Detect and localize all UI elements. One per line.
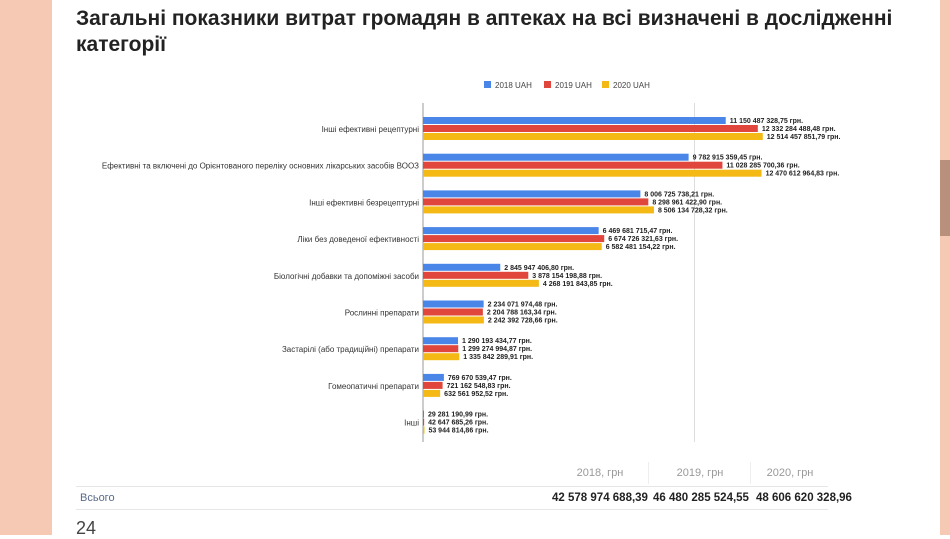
data-label: 2 242 392 728,66 грн. [488, 318, 558, 325]
bar-2 [423, 316, 484, 324]
data-label: 769 670 539,47 грн. [448, 375, 512, 382]
legend-label-2: 2020 UAH [613, 81, 650, 90]
bar-1 [423, 271, 529, 279]
bar-1 [423, 381, 443, 389]
bar-2 [423, 279, 539, 287]
category-label: Ефективні та включені до Орієнтованого п… [102, 162, 419, 171]
bar-0 [423, 153, 689, 161]
legend-swatch-0 [484, 81, 491, 88]
left-decor-strip [0, 0, 52, 535]
bar-0 [423, 263, 501, 271]
bar-2 [423, 206, 654, 214]
bar-0 [423, 117, 726, 124]
data-label: 8 298 961 422,90 грн. [652, 199, 722, 206]
data-label: 11 028 285 700,36 грн. [726, 163, 799, 170]
bar-0 [423, 190, 641, 198]
category-label: Рослинні препарати [345, 309, 419, 318]
data-label: 12 332 284 488,48 грн. [762, 126, 836, 133]
bar-1 [423, 308, 483, 316]
bar-0 [423, 410, 424, 418]
data-label: 1 335 842 289,91 грн. [463, 354, 533, 361]
data-label: 632 561 952,52 грн. [444, 391, 508, 398]
bar-1 [423, 198, 649, 206]
bar-1 [423, 345, 459, 353]
bar-2 [423, 353, 460, 361]
header-2018: 2018, грн [552, 462, 649, 484]
bar-chart: 2018 UAH 2019 UAH 2020 UAH Інші ефективні р… [102, 81, 841, 442]
header-2020: 2020, грн [766, 467, 814, 479]
data-label: 29 281 190,99 грн. [428, 412, 488, 419]
data-label: 1 290 193 434,77 грн. [462, 338, 532, 345]
bar-1 [423, 125, 758, 132]
right-decor-tab [940, 160, 950, 236]
data-label: 3 878 154 198,88 грн. [532, 273, 602, 280]
page-title: Загальні показники витрат громадян в апт… [76, 7, 893, 56]
data-label: 12 514 457 851,79 грн. [767, 134, 841, 141]
bar-1 [423, 418, 425, 426]
category-label: Інші ефективні безрецептурні [309, 198, 419, 207]
category-label: Біологічні добавки та допоміжні засоби [274, 272, 419, 281]
legend-label-1: 2019 UAH [555, 81, 592, 90]
total-2018: 42 578 974 688,39 [552, 492, 648, 504]
bar-2 [423, 169, 762, 177]
total-2020: 48 606 620 328,96 [756, 492, 852, 504]
data-label: 12 470 612 964,83 грн. [766, 171, 840, 178]
totals-row: Всього 42 578 974 688,39 46 480 285 524,… [76, 486, 852, 510]
bar-0 [423, 337, 459, 345]
data-label: 6 674 726 321,63 грн. [608, 236, 678, 243]
data-label: 11 150 487 328,75 грн. [730, 118, 803, 125]
total-2019: 46 480 285 524,55 [653, 492, 749, 504]
category-label: Ліки без доведеної ефективності [297, 235, 419, 244]
data-label: 4 268 191 843,85 грн. [543, 281, 613, 288]
bar-2 [423, 426, 425, 434]
data-label: 53 944 814,86 грн. [428, 428, 488, 435]
bar-2 [423, 133, 763, 140]
data-label: 721 162 548,83 грн. [447, 383, 511, 390]
category-label: Інші [404, 419, 419, 428]
bar-0 [423, 300, 484, 308]
bar-0 [423, 227, 599, 235]
bar-1 [423, 161, 723, 169]
header-2019: 2019, грн [650, 462, 751, 484]
data-label: 1 299 274 994,87 грн. [462, 346, 532, 353]
data-label: 42 647 685,26 грн. [428, 420, 488, 427]
row-label: Всього [80, 492, 115, 504]
bar-0 [423, 373, 444, 381]
data-label: 2 234 071 974,48 грн. [488, 302, 558, 309]
bar-2 [423, 243, 602, 251]
data-label: 9 782 915 359,45 грн. [693, 155, 763, 162]
category-label: Інші ефективні рецептурні [322, 125, 420, 134]
legend-swatch-1 [544, 81, 551, 88]
data-label: 8 006 725 738,21 грн. [644, 191, 714, 198]
data-label: 2 845 947 406,80 грн. [504, 265, 574, 272]
data-label: 6 469 681 715,47 грн. [603, 228, 673, 235]
data-label: 2 204 788 163,34 грн. [487, 310, 557, 317]
category-label: Застарілі (або традиційні) препарати [282, 345, 419, 354]
legend-swatch-2 [602, 81, 609, 88]
page-number: 24 [76, 518, 97, 538]
bar-1 [423, 235, 605, 243]
data-label: 6 582 481 154,22 грн. [606, 244, 676, 251]
category-label: Гомеопатичні препарати [328, 382, 419, 391]
data-label: 8 506 134 728,32 грн. [658, 207, 728, 214]
bar-2 [423, 389, 441, 397]
legend-label-0: 2018 UAH [495, 81, 532, 90]
right-decor-strip [940, 0, 950, 535]
